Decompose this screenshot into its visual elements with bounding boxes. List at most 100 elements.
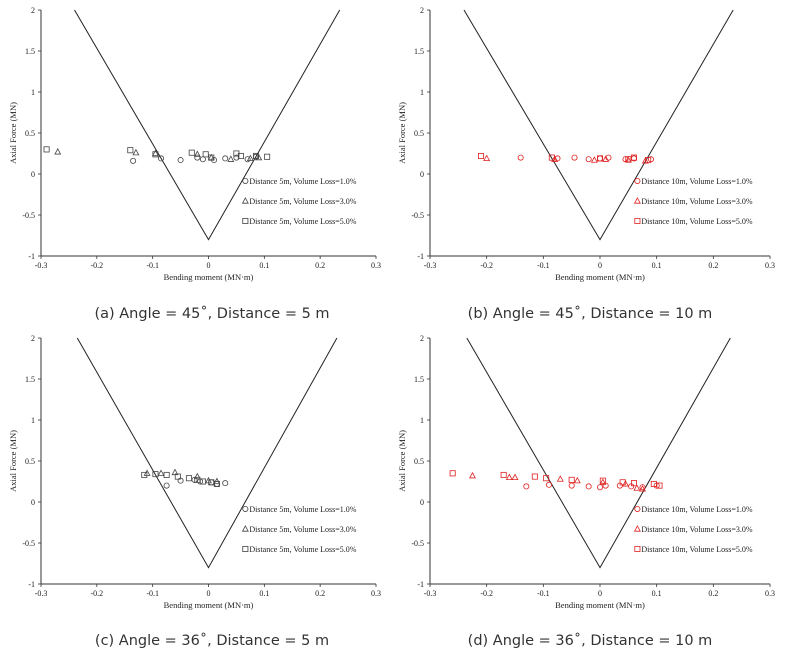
legend-label: Distance 10m, Volume Loss=1.0%: [641, 177, 752, 186]
y-tick-label: 0: [420, 170, 424, 179]
data-point-triangle: [641, 157, 649, 164]
panel-caption: (a) Angle = 45˚, Distance = 5 m: [94, 305, 329, 322]
x-tick-label: -0.3: [424, 261, 437, 270]
x-tick-label: 0: [598, 589, 602, 598]
x-tick-label: 0.2: [315, 589, 325, 598]
data-point-square: [152, 471, 159, 478]
data-point-square: [548, 154, 555, 161]
y-tick-label: 1: [420, 88, 424, 97]
data-point-square: [656, 482, 663, 489]
y-tick-label: 1.5: [414, 375, 424, 384]
data-point-circle: [568, 482, 575, 489]
data-point-triangle: [207, 153, 215, 161]
y-tick-label: -0.5: [411, 539, 424, 548]
data-point-triangle: [132, 148, 140, 156]
envelope-line: [463, 9, 734, 241]
data-point-square: [625, 156, 632, 163]
data-point-circle: [597, 484, 604, 491]
x-tick-label: -0.2: [480, 261, 493, 270]
x-tick-label: -0.1: [537, 261, 550, 270]
legend: Distance 10m, Volume Loss=1.0% Distance 1…: [633, 177, 753, 226]
data-point-square: [449, 470, 456, 477]
legend-marker-triangle: [633, 525, 641, 532]
data-point-triangle: [556, 475, 564, 482]
legend-label: Distance 10m, Volume Loss=1.0%: [641, 505, 752, 514]
data-point-circle: [233, 154, 240, 161]
data-point-square: [43, 146, 50, 153]
legend-marker-square: [242, 217, 249, 224]
data-point-circle: [605, 154, 612, 161]
x-tick-label: -0.3: [424, 589, 437, 598]
chart-panel-3: -0.3 -0.2 -0.1 0 0.1 0.2 0.3 -1 -0.5 0 0.5 1 1.5 2 Ben…: [8, 334, 381, 610]
x-tick-label: 0: [598, 261, 602, 270]
legend-marker-circle: [242, 177, 249, 184]
data-point-triangle: [602, 155, 610, 162]
data-point-square: [500, 471, 507, 478]
data-point-triangle: [469, 471, 476, 479]
x-tick-label: 0.3: [765, 261, 775, 270]
data-point-circle: [199, 156, 206, 163]
x-tick-label: 0.2: [708, 589, 718, 598]
data-point-triangle: [246, 154, 254, 162]
series-triangle: [469, 471, 646, 492]
y-tick-label: 0.5: [414, 129, 424, 138]
data-point-triangle: [573, 476, 581, 484]
legend-label: Distance 5m, Volume Loss=5.0%: [249, 545, 356, 554]
x-tick-label: 0.1: [652, 589, 662, 598]
data-point-circle: [546, 481, 553, 488]
x-tick-label: 0.3: [371, 589, 381, 598]
panel-caption: (c) Angle = 36˚, Distance = 5 m: [95, 632, 329, 649]
chart-panel-4: -0.3 -0.2 -0.1 0 0.1 0.2 0.3 -1 -0.5 0 0.5 1 1.5 2 Ben…: [397, 334, 775, 610]
x-tick-label: -0.1: [146, 589, 159, 598]
data-point-square: [264, 153, 271, 160]
data-point-square: [152, 151, 159, 158]
y-axis-label: Axial Force (MN): [8, 102, 18, 164]
data-point-circle: [597, 155, 604, 162]
data-point-square: [477, 152, 484, 159]
data-point-circle: [158, 155, 165, 162]
data-point-triangle: [54, 148, 62, 155]
legend-label: Distance 10m, Volume Loss=3.0%: [641, 197, 752, 206]
legend-label: Distance 5m, Volume Loss=1.0%: [249, 505, 356, 514]
series-square: [141, 471, 220, 487]
data-point-triangle: [483, 154, 491, 162]
series-square: [43, 146, 271, 161]
data-point-square: [185, 475, 192, 482]
x-tick-label: 0.1: [259, 261, 269, 270]
data-point-circle: [177, 157, 184, 164]
legend: Distance 10m, Volume Loss=1.0% Distance 1…: [633, 505, 753, 554]
x-tick-label: 0.1: [259, 589, 269, 598]
y-tick-label: 1.5: [25, 47, 35, 56]
legend: Distance 5m, Volume Loss=1.0% Distance 5m…: [241, 177, 357, 226]
x-axis-label: Bending moment (MN·m): [164, 272, 254, 282]
y-tick-label: 2: [420, 6, 424, 15]
x-tick-label: 0.2: [708, 261, 718, 270]
data-point-triangle: [151, 149, 159, 157]
data-point-circle: [523, 483, 530, 490]
data-point-triangle: [590, 156, 598, 163]
x-tick-label: -0.1: [146, 261, 159, 270]
data-point-triangle: [193, 150, 201, 157]
y-tick-label: 0: [31, 498, 35, 507]
y-tick-label: 1.5: [414, 47, 424, 56]
panel-caption: (b) Angle = 45˚, Distance = 10 m: [468, 305, 713, 322]
legend-label: Distance 10m, Volume Loss=5.0%: [641, 545, 752, 554]
data-point-circle: [130, 157, 137, 164]
data-point-square: [237, 152, 244, 159]
data-point-circle: [585, 483, 592, 490]
x-tick-label: -0.2: [480, 589, 493, 598]
series-circle: [517, 154, 655, 163]
x-tick-label: 0.2: [315, 261, 325, 270]
data-point-triangle: [639, 485, 646, 492]
data-point-circle: [517, 154, 524, 161]
data-point-square: [174, 473, 181, 480]
y-tick-label: 1: [31, 88, 35, 97]
legend-marker-triangle: [241, 197, 249, 204]
data-point-square: [141, 471, 148, 478]
data-point-square: [208, 154, 215, 161]
data-point-square: [163, 471, 170, 478]
data-point-square: [599, 477, 606, 484]
y-tick-label: -1: [417, 252, 424, 261]
data-point-circle: [222, 155, 229, 162]
